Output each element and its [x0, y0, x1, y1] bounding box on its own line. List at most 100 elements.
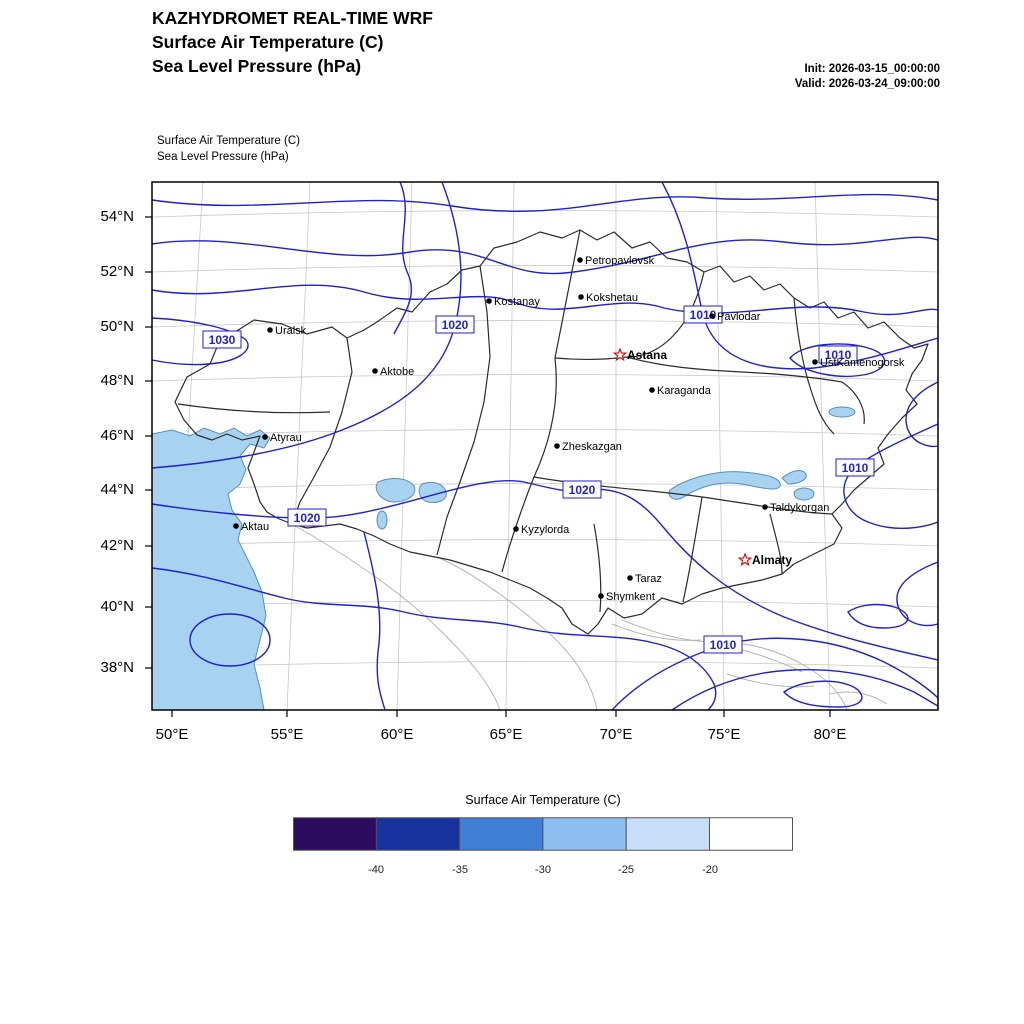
contour-label: 1020: [569, 483, 596, 497]
graticule-line: [814, 181, 831, 711]
weather-map: 1030 1020 1010 1010 1010 1020 1020 1010 …: [145, 181, 939, 717]
product-subtitle-pressure: Sea Level Pressure (hPa): [152, 56, 362, 76]
capital-marker-almaty: Almaty: [737, 552, 792, 567]
pressure-contour-line-1010: [843, 423, 939, 529]
contour-label: 1030: [209, 333, 236, 347]
oblast-border: [436, 265, 491, 556]
contour-label: 1020: [294, 511, 321, 525]
city-label: Zheskazgan: [562, 441, 622, 453]
pressure-contour-line: [151, 236, 939, 275]
city-dot: [578, 294, 584, 300]
graticule-line: [151, 429, 939, 437]
city-dot: [598, 593, 604, 599]
pressure-contour-line-1030: [151, 317, 249, 366]
graticule: [151, 181, 939, 711]
run-times-block: Init: 2026-03-15_00:00:00 Valid: 2026-03…: [795, 62, 940, 92]
map-frame: [145, 181, 939, 717]
city-dot: [649, 387, 655, 393]
contour-label-box: [202, 330, 242, 349]
city-dot: [513, 526, 519, 532]
oblast-border: [682, 496, 703, 603]
city-label: Aktau: [241, 521, 269, 533]
colorbar-segment: [709, 817, 793, 851]
city-marker-pavlodar: Pavlodar: [709, 311, 761, 323]
oblast-border: [291, 337, 353, 525]
pressure-contour-line-1020: [151, 181, 462, 469]
neighbor-border-line: [291, 523, 501, 711]
city-marker-uralsk: Uralsk: [267, 325, 307, 337]
oblast-border: [793, 297, 835, 435]
city-label: Uralsk: [275, 325, 307, 337]
colorbar-segment: [375, 817, 461, 851]
contour-label: 1010: [842, 461, 869, 475]
city-marker-shymkent: Shymkent: [598, 591, 655, 603]
oblast-border: [769, 513, 783, 575]
y-tick-label: 46°N: [100, 427, 134, 444]
star-icon: [612, 347, 628, 362]
graticule-line: [151, 539, 939, 547]
pressure-contour-line: [671, 669, 939, 711]
graticule-line: [151, 320, 939, 328]
pressure-contour-line-1010: [661, 181, 939, 370]
contour-label: 1010: [690, 308, 717, 322]
y-tick-label: 38°N: [100, 659, 134, 676]
city-markers: Petropavlovsk Kostanay Kokshetau Pavloda…: [233, 255, 905, 603]
small-lake: [376, 510, 388, 530]
city-label: Taraz: [635, 573, 662, 585]
y-tick-label: 44°N: [100, 481, 134, 498]
pressure-contour-line: [393, 181, 413, 335]
graticule-line: [151, 265, 939, 273]
colorbar-segment: [542, 817, 627, 851]
colorbar-segment: [293, 817, 378, 851]
pressure-contour-line: [363, 531, 386, 711]
contour-label-box: [818, 345, 858, 364]
city-marker-kostanay: Kostanay: [486, 296, 540, 308]
x-tick-label: 60°E: [380, 726, 414, 743]
capital-label: Astana: [627, 348, 667, 362]
product-subtitle-temperature: Surface Air Temperature (C): [152, 32, 384, 52]
city-dot: [486, 298, 492, 304]
x-tick-label: 55°E: [270, 726, 304, 743]
oblast-border: [554, 229, 581, 359]
lake-alakol: [793, 487, 815, 501]
colorbar-title: Surface Air Temperature (C): [465, 793, 621, 807]
neighbor-border-line: [621, 619, 848, 711]
oblast-border: [626, 271, 705, 358]
y-tick-label: 40°N: [100, 598, 134, 615]
legend-line-temperature: Surface Air Temperature (C): [157, 135, 300, 147]
caspian-sea: [151, 427, 271, 711]
city-dot: [812, 359, 818, 365]
city-dot: [233, 523, 239, 529]
product-title: KAZHYDROMET REAL-TIME WRF: [152, 8, 433, 28]
city-dot: [554, 443, 560, 449]
y-tick-label: 52°N: [100, 263, 134, 280]
pressure-contour-line: [905, 381, 939, 448]
graticule-line: [286, 181, 311, 711]
city-marker-karaganda: Karaganda: [649, 385, 712, 397]
pressure-contour-line-1010: [611, 637, 939, 711]
city-marker-aktobe: Aktobe: [372, 366, 414, 378]
city-dot: [709, 313, 715, 319]
header-block: KAZHYDROMET REAL-TIME WRF Surface Air Te…: [152, 6, 433, 78]
star-icon: [737, 552, 753, 567]
init-time: Init: 2026-03-15_00:00:00: [804, 63, 940, 75]
colorbar-tick-label: -25: [618, 864, 634, 876]
colorbar-tick-label: -40: [368, 864, 384, 876]
x-tick-label: 80°E: [813, 726, 847, 743]
oblast-border: [177, 403, 331, 414]
pressure-contour-closed: [847, 603, 909, 629]
pressure-contour-closed-1010: [789, 343, 886, 377]
y-tick-label: 54°N: [100, 208, 134, 225]
colorbar-tick-label: -30: [535, 864, 551, 876]
city-marker-ustkamenogorsk: UstKamenogorsk: [812, 357, 905, 369]
aral-sea-west: [375, 478, 416, 503]
city-label: Pavlodar: [717, 311, 761, 323]
lake-balkhash: [668, 471, 781, 500]
oblast-border: [626, 356, 865, 425]
graticule-line: [151, 483, 939, 491]
contour-label-box: [835, 458, 875, 477]
graticule-line: [151, 374, 939, 382]
contour-label-box: [703, 635, 743, 654]
contour-label-box: [287, 508, 327, 527]
city-dot: [762, 504, 768, 510]
